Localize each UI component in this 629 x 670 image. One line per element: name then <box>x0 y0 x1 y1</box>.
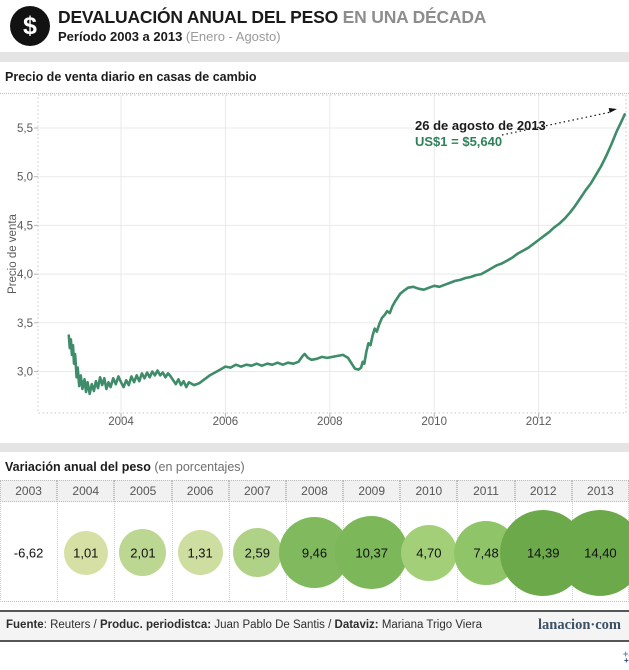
header: $ DEVALUACIÓN ANUAL DEL PESO EN UNA DÉCA… <box>0 0 629 52</box>
subtitle-period: Período 2003 a 2013 <box>58 29 183 44</box>
variation-value-2008: 9,46 <box>301 545 328 561</box>
year-header-2007: 2007 <box>228 480 286 502</box>
bottom-strip: +++++++ +ab|eau· <box>0 642 629 670</box>
credits-part: Juan Pablo De Santis / <box>211 619 335 631</box>
line-chart-title-row: Precio de venta diario en casas de cambi… <box>0 62 629 93</box>
line-chart[interactable]: 5,5 5,0 4,5 4,0 3,5 3,0 2004 2006 2008 2010 2012 P… <box>0 93 629 444</box>
dollar-icon: $ <box>10 6 50 46</box>
variation-value-2006: 1,31 <box>187 545 213 561</box>
variation-bubble-2013[interactable] <box>557 509 629 596</box>
annotation-arrow-line <box>501 111 612 136</box>
divider-band <box>0 443 629 452</box>
price-line <box>67 113 627 396</box>
year-header-2009: 2009 <box>343 480 401 502</box>
year-header-2006: 2006 <box>171 480 229 502</box>
page-subtitle: Período 2003 a 2013 (Enero - Agosto) <box>58 29 281 44</box>
credits-text: Fuente: Reuters / Produc. periodistca: J… <box>6 619 482 631</box>
title-main: DEVALUACIÓN ANUAL DEL PESO <box>58 7 339 27</box>
y-tick-label: 5,5 <box>17 123 33 135</box>
annotation-value: US$1 = $5,640 <box>415 134 503 149</box>
credits-part: : Reuters / <box>43 619 100 631</box>
variation-bubble-2009[interactable] <box>335 516 409 589</box>
credits-part: Produc. periodistca: <box>99 619 212 631</box>
year-header-2012: 2012 <box>514 480 572 502</box>
x-tick-label: 2006 <box>213 416 239 428</box>
tableau-sparkle-icon: +++++++ <box>623 645 629 667</box>
column-separator <box>114 503 116 602</box>
bubble-table-title-row: Variación anual del peso (en porcentajes… <box>0 452 629 480</box>
variation-value-2011: 7,48 <box>473 545 499 561</box>
x-tick-label: 2004 <box>108 416 134 428</box>
lanacion-logo[interactable]: lanacion·com <box>538 617 621 633</box>
line-chart-title: Precio de venta diario en casas de cambi… <box>5 70 257 84</box>
variation-bubble-2007[interactable] <box>232 528 282 577</box>
y-tick-label: 5,0 <box>17 172 33 184</box>
plot-border <box>37 94 627 414</box>
column-separator <box>171 503 173 602</box>
year-header-2011: 2011 <box>457 480 515 502</box>
y-tick-label: 4,0 <box>17 269 33 281</box>
subtitle-months: (Enero - Agosto) <box>182 29 281 44</box>
title-accent: EN UNA DÉCADA <box>338 7 487 27</box>
x-tick-label: 2010 <box>421 416 447 428</box>
sparkle-plus-icon: + <box>623 649 629 659</box>
credits-part: Fuente <box>6 619 44 631</box>
bubble-table-title: Variación anual del peso (en porcentajes… <box>5 460 245 474</box>
page-title: DEVALUACIÓN ANUAL DEL PESO EN UNA DÉCADA <box>58 7 486 28</box>
year-header-2008: 2008 <box>285 480 344 502</box>
year-header-2010: 2010 <box>400 480 458 502</box>
variation-value-2005: 2,01 <box>130 545 156 561</box>
column-separator <box>0 503 1 602</box>
annotation-arrowhead <box>608 108 617 113</box>
x-tick-label: 2012 <box>526 416 552 428</box>
year-header-2005: 2005 <box>114 480 172 502</box>
year-header-2013: 2013 <box>571 480 629 502</box>
variation-value-2009: 10,37 <box>355 545 388 561</box>
annotation-date: 26 de agosto de 2013 <box>415 118 546 133</box>
y-tick-label: 3,0 <box>17 367 33 379</box>
bubble-table-header: 2003 2004 2005 2006 2007 2008 2009 2010 2011 2012… <box>0 480 629 503</box>
credits-part: Dataviz: <box>334 619 379 631</box>
variation-value-2003: -6,62 <box>13 545 44 561</box>
variation-value-2004: 1,01 <box>73 545 99 561</box>
variation-bubble-2004[interactable] <box>63 530 108 575</box>
bubble-table-body: -6,62 1,01 2,01 1,31 2,59 9,46 10,37 4,70 7,48 14… <box>0 503 629 602</box>
sparkle-plus-icon: + <box>624 656 629 665</box>
bubble-table: 2003 2004 2005 2006 2007 2008 2009 2010 2011 2012… <box>0 480 629 608</box>
y-axis-title: Precio de venta <box>7 214 19 294</box>
variation-value-2012: 14,39 <box>526 545 560 561</box>
y-tick-label: 4,5 <box>17 220 33 232</box>
column-separator <box>228 503 230 602</box>
variation-value-2010: 4,70 <box>416 545 442 561</box>
footer-bar: Fuente: Reuters / Produc. periodistca: J… <box>0 610 629 642</box>
column-separator <box>57 503 59 602</box>
year-header-2004: 2004 <box>57 480 115 502</box>
variation-bubble-2010[interactable] <box>400 524 457 581</box>
x-tick-label: 2008 <box>317 416 343 428</box>
credits-part: Mariana Trigo Viera <box>378 619 482 631</box>
variation-bubble-2005[interactable] <box>119 529 167 576</box>
variation-value-2007: 2,59 <box>244 545 270 561</box>
variation-value-2013: 14,40 <box>584 545 617 561</box>
year-header-2003: 2003 <box>0 480 58 502</box>
y-tick-label: 3,5 <box>17 318 33 330</box>
variation-bubble-2006[interactable] <box>177 530 223 575</box>
divider-band <box>0 52 629 62</box>
line-chart-svg: 5,5 5,0 4,5 4,0 3,5 3,0 2004 2006 2008 2010 2012 <box>17 94 627 428</box>
